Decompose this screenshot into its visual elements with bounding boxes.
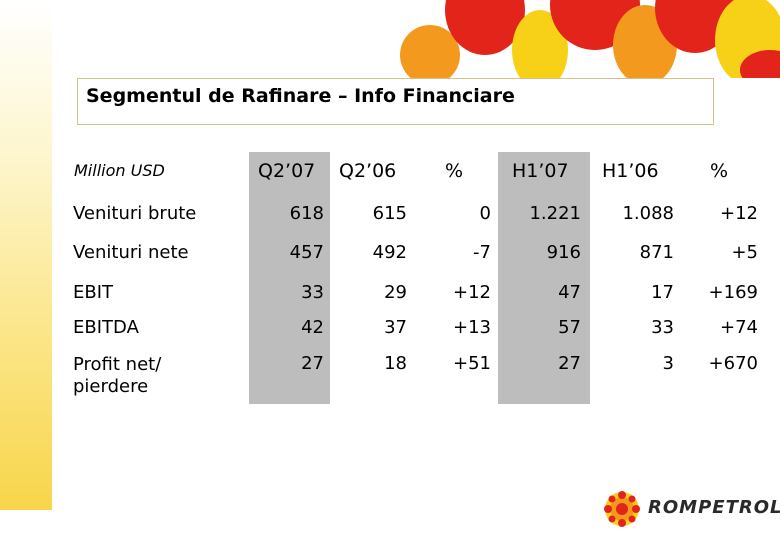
highlight-column-h1-07: [498, 152, 590, 404]
table-cell: +670: [708, 353, 758, 374]
table-cell: 33: [301, 282, 324, 303]
left-gradient-band: [0, 0, 52, 510]
table-cell: +169: [708, 282, 758, 303]
unit-label: Million USD: [74, 161, 165, 180]
table-cell: 1.221: [529, 203, 581, 224]
page-title: Segmentul de Rafinare – Info Financiare: [86, 85, 515, 107]
table-cell: 615: [372, 203, 407, 224]
row-label: EBITDA: [73, 317, 139, 338]
rompetrol-logo-icon: [604, 491, 640, 527]
table-cell: 18: [384, 353, 407, 374]
table-cell: 871: [639, 242, 674, 263]
table-cell: -7: [473, 242, 491, 263]
row-label: EBIT: [73, 282, 114, 303]
column-header-h1-07: H1’07: [512, 160, 569, 182]
table-cell: +12: [720, 203, 758, 224]
logo-text: ROMPETROL: [648, 497, 780, 518]
table-cell: +13: [453, 317, 491, 338]
table-cell: 492: [372, 242, 407, 263]
title-box: Segmentul de Rafinare – Info Financiare: [77, 78, 714, 125]
column-header-h1-06: H1’06: [602, 160, 659, 182]
table-cell: 0: [479, 203, 491, 224]
table-cell: 47: [558, 282, 581, 303]
row-label: Venituri brute: [73, 203, 197, 224]
table-cell: 33: [651, 317, 674, 338]
table-cell: 17: [651, 282, 674, 303]
table-cell: 3: [662, 353, 674, 374]
table-cell: 27: [558, 353, 581, 374]
table-cell: +74: [720, 317, 758, 338]
table-cell: +12: [453, 282, 491, 303]
sunburst-decoration: [400, 0, 780, 78]
highlight-column-q2-07: [249, 152, 330, 404]
column-header-q2-07: Q2’07: [258, 160, 316, 182]
table-cell: 618: [289, 203, 324, 224]
table-cell: 29: [384, 282, 407, 303]
table-cell: 916: [546, 242, 581, 263]
table-cell: 57: [558, 317, 581, 338]
table-cell: 457: [289, 242, 324, 263]
column-header-q2-06: Q2’06: [339, 160, 397, 182]
row-label: Venituri nete: [73, 242, 189, 263]
table-cell: 1.088: [622, 203, 674, 224]
table-cell: 42: [301, 317, 324, 338]
table-cell: 27: [301, 353, 324, 374]
row-label: Profit net/ pierdere: [73, 354, 162, 397]
table-cell: +5: [731, 242, 758, 263]
table-cell: 37: [384, 317, 407, 338]
table-cell: +51: [453, 353, 491, 374]
column-header-pct-q: %: [445, 160, 464, 182]
column-header-pct-h: %: [710, 160, 729, 182]
